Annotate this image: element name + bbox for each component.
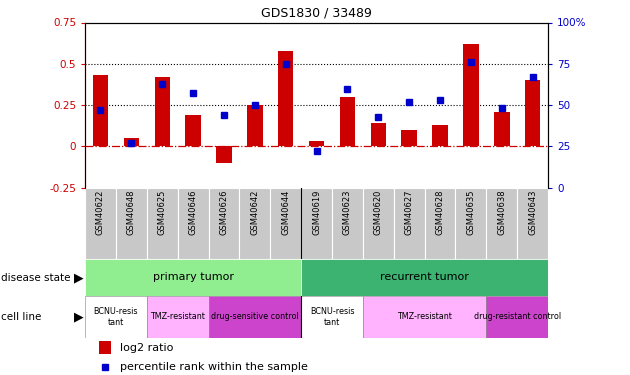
Text: disease state: disease state (1, 273, 71, 283)
Text: GSM40646: GSM40646 (188, 190, 198, 235)
Bar (99, 341, 110, 354)
Bar (247, 105, 263, 146)
Text: GSM40648: GSM40648 (127, 190, 136, 235)
FancyBboxPatch shape (116, 188, 147, 259)
FancyBboxPatch shape (486, 296, 548, 338)
Bar (93, 75, 108, 146)
Text: GSM40638: GSM40638 (497, 190, 507, 235)
Text: log2 ratio: log2 ratio (120, 343, 173, 353)
Text: drug-sensitive control: drug-sensitive control (211, 312, 299, 321)
Text: BCNU-resis
tant: BCNU-resis tant (94, 307, 138, 327)
Title: GDS1830 / 33489: GDS1830 / 33489 (261, 7, 372, 20)
FancyBboxPatch shape (147, 296, 209, 338)
Text: GSM40623: GSM40623 (343, 190, 352, 235)
Text: GSM40625: GSM40625 (158, 190, 167, 235)
Text: GSM40620: GSM40620 (374, 190, 383, 235)
Text: percentile rank within the sample: percentile rank within the sample (120, 362, 307, 372)
FancyBboxPatch shape (425, 188, 455, 259)
FancyBboxPatch shape (301, 296, 363, 338)
Text: recurrent tumor: recurrent tumor (380, 273, 469, 282)
Bar (463, 44, 479, 146)
Text: drug-resistant control: drug-resistant control (474, 312, 561, 321)
Text: GSM40635: GSM40635 (466, 190, 476, 235)
FancyBboxPatch shape (517, 188, 548, 259)
Bar (340, 97, 355, 146)
Bar (494, 112, 510, 146)
Text: GSM40628: GSM40628 (435, 190, 445, 235)
Text: GSM40619: GSM40619 (312, 190, 321, 235)
Text: GSM40626: GSM40626 (219, 190, 229, 235)
Text: primary tumor: primary tumor (152, 273, 234, 282)
Text: GSM40643: GSM40643 (528, 190, 537, 235)
Text: cell line: cell line (1, 312, 42, 322)
FancyBboxPatch shape (178, 188, 209, 259)
FancyBboxPatch shape (486, 188, 517, 259)
Bar (401, 130, 417, 146)
Bar (370, 123, 386, 146)
FancyBboxPatch shape (301, 188, 332, 259)
Text: GSM40642: GSM40642 (250, 190, 260, 235)
FancyBboxPatch shape (85, 296, 147, 338)
Text: ▶: ▶ (74, 310, 84, 323)
Text: TMZ-resistant: TMZ-resistant (397, 312, 452, 321)
FancyBboxPatch shape (147, 188, 178, 259)
Text: TMZ-resistant: TMZ-resistant (150, 312, 205, 321)
Bar (432, 125, 448, 146)
FancyBboxPatch shape (332, 188, 363, 259)
Bar (525, 80, 541, 146)
FancyBboxPatch shape (455, 188, 486, 259)
FancyBboxPatch shape (209, 188, 239, 259)
FancyBboxPatch shape (301, 259, 548, 296)
Bar (278, 51, 294, 146)
FancyBboxPatch shape (363, 188, 394, 259)
Bar (216, 146, 232, 163)
Bar (309, 141, 324, 146)
Text: GSM40644: GSM40644 (281, 190, 290, 235)
Text: BCNU-resis
tant: BCNU-resis tant (310, 307, 354, 327)
Text: GSM40627: GSM40627 (404, 190, 414, 235)
FancyBboxPatch shape (209, 296, 301, 338)
Text: ▶: ▶ (74, 272, 84, 285)
Bar (185, 115, 201, 146)
Text: GSM40622: GSM40622 (96, 190, 105, 235)
Bar (154, 77, 170, 146)
FancyBboxPatch shape (85, 188, 116, 259)
FancyBboxPatch shape (363, 296, 486, 338)
FancyBboxPatch shape (394, 188, 425, 259)
FancyBboxPatch shape (239, 188, 270, 259)
FancyBboxPatch shape (85, 259, 301, 296)
Bar (123, 138, 139, 146)
FancyBboxPatch shape (270, 188, 301, 259)
